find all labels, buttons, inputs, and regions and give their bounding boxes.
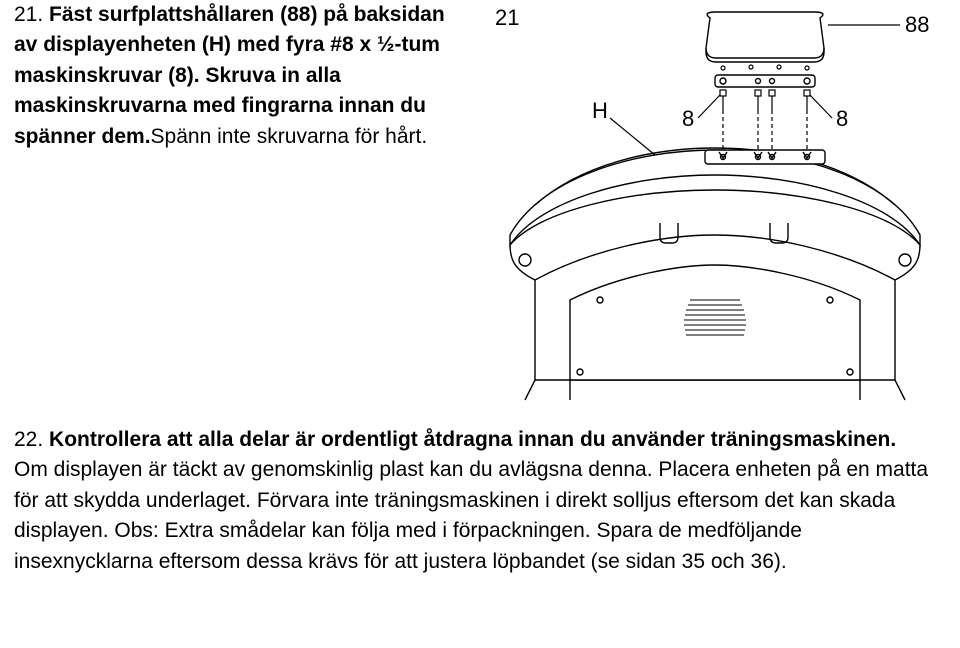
step22-bold1: Kontrollera att alla delar är ordentligt… xyxy=(49,428,896,451)
plate-holes-icon xyxy=(721,65,809,70)
label-H: H xyxy=(592,98,608,123)
label-8-right: 8 xyxy=(836,106,848,131)
mount-bar-icon xyxy=(715,75,815,87)
display-unit-icon xyxy=(510,148,920,400)
step22-paragraph: 22. Kontrollera att alla delar är ordent… xyxy=(14,425,934,577)
label-8-left: 8 xyxy=(682,106,694,131)
leader-H xyxy=(610,118,655,155)
diagram-figure-number: 21 xyxy=(495,5,519,30)
step21-prefix: 21. xyxy=(14,3,49,26)
leader-8-right xyxy=(810,95,832,118)
label-88: 88 xyxy=(905,12,929,37)
screws-icon xyxy=(720,90,810,155)
step21-paragraph: 21. Fäst surfplattshållaren (88) på baks… xyxy=(14,0,464,152)
assembly-diagram: 21 88 xyxy=(480,0,950,410)
leader-8-left xyxy=(698,95,720,118)
step22-prefix: 22. xyxy=(14,428,49,451)
page: 21. Fäst surfplattshållaren (88) på baks… xyxy=(0,0,960,648)
tablet-holder-icon xyxy=(706,12,824,62)
step21-tail: Spänn inte skruvarna för hårt. xyxy=(151,125,428,148)
step22-tail: Om displayen är täckt av genomskinlig pl… xyxy=(14,458,928,572)
